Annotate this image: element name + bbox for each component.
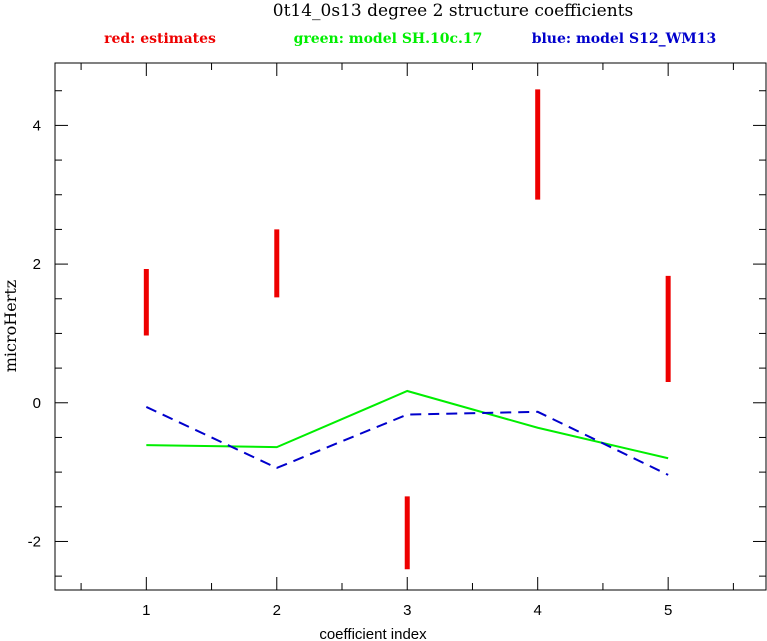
series-line-s12wm13 xyxy=(145,406,669,476)
x-axis-label: coefficient index xyxy=(319,626,427,641)
x-tick-label: 3 xyxy=(403,602,411,619)
y-tick-label: 0 xyxy=(33,395,41,412)
axis-ticks xyxy=(55,63,766,590)
y-tick-label: 4 xyxy=(33,117,41,134)
x-tick-label: 2 xyxy=(273,602,281,619)
y-tick-label: -2 xyxy=(28,533,41,550)
chart-title: 0t14_0s13 degree 2 structure coefficient… xyxy=(273,1,633,21)
x-tick-label: 5 xyxy=(664,602,672,619)
legend-estimates: red: estimates xyxy=(104,31,216,47)
chart-marks xyxy=(143,89,671,570)
plot-frame xyxy=(54,62,767,591)
y-axis-label: microHertz xyxy=(1,280,20,372)
series-line-sh10c17 xyxy=(146,389,669,460)
legend-green-model: green: model SH.10c.17 xyxy=(294,31,483,47)
tick-labels: 1 2 3 4 5 -2 0 2 4 xyxy=(28,117,673,619)
x-tick-label: 4 xyxy=(534,602,542,619)
x-tick-label: 1 xyxy=(142,602,150,619)
legend-blue-model: blue: model S12_WM13 xyxy=(532,31,717,47)
y-tick-label: 2 xyxy=(33,256,41,273)
